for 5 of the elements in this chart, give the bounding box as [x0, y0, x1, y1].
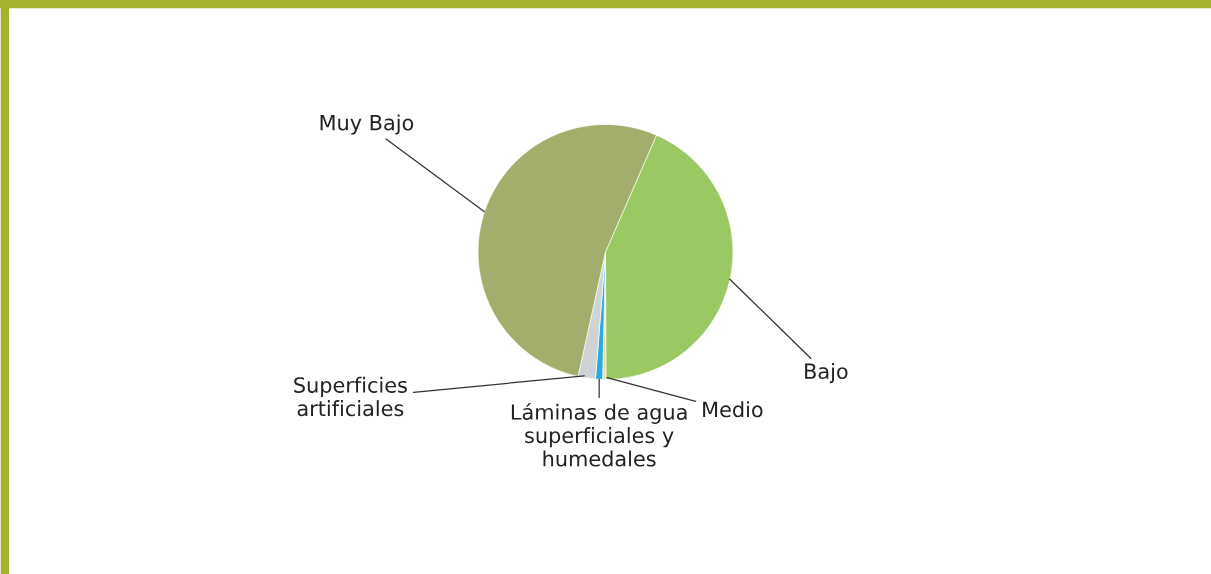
- slice-label: Medio: [703, 401, 763, 418]
- slice-label: Superficies artificiales: [294, 376, 407, 417]
- slice-label: Bajo: [805, 362, 848, 384]
- slice-label: Muy Bajo: [320, 114, 414, 135]
- slice-label: Láminas de agua superficiales y humedales: [511, 402, 687, 467]
